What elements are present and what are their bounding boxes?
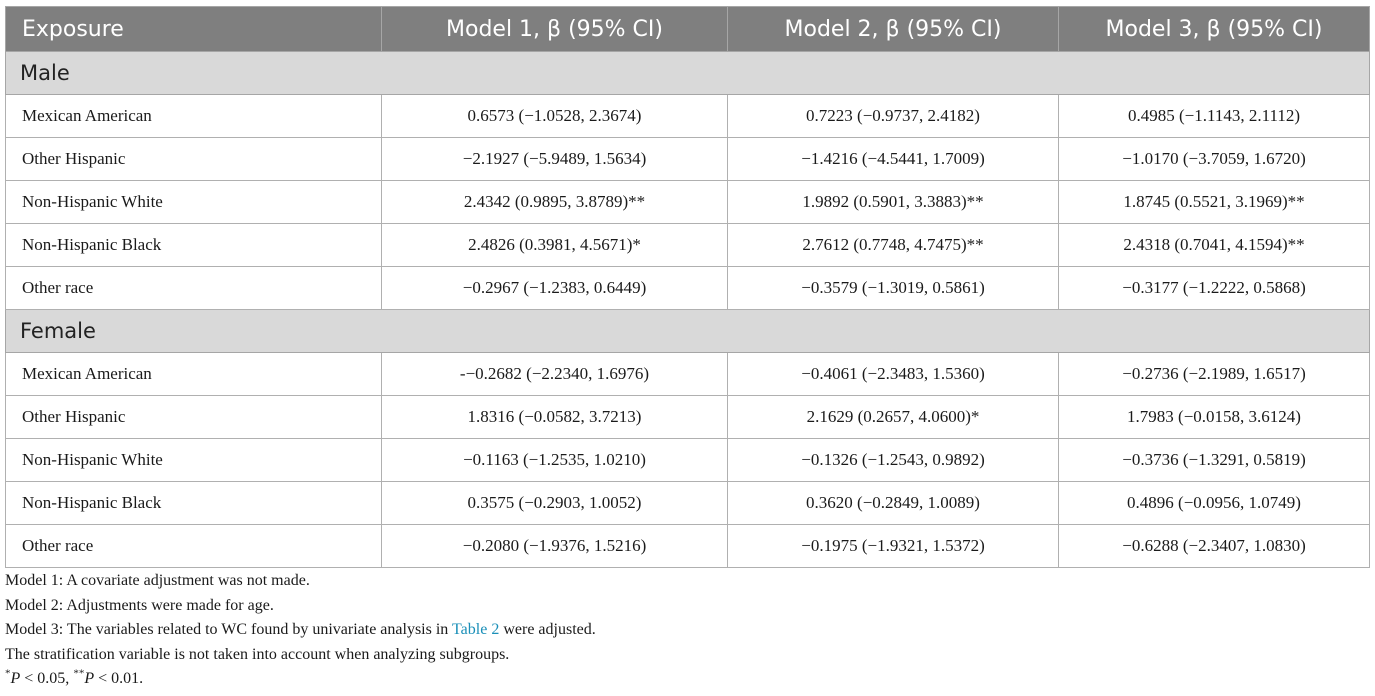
group-label: Male xyxy=(5,51,1370,95)
footnote-model-3: Model 3: The variables related to WC fou… xyxy=(5,618,1365,643)
header-model-3: Model 3, β (95% CI) xyxy=(1058,6,1370,52)
table-row: Non-Hispanic White −0.1163 (−1.2535, 1.02… xyxy=(5,438,1370,482)
cell-exposure: Non-Hispanic White xyxy=(5,180,382,224)
cell-model-3: −0.3177 (−1.2222, 0.5868) xyxy=(1058,266,1370,310)
cell-model-1: −2.1927 (−5.9489, 1.5634) xyxy=(381,137,728,181)
cell-model-2: 2.1629 (0.2657, 4.0600)* xyxy=(727,395,1059,439)
group-row-female: Female xyxy=(5,309,1370,353)
cell-exposure: Other Hispanic xyxy=(5,137,382,181)
cell-model-2: 1.9892 (0.5901, 3.3883)** xyxy=(727,180,1059,224)
sig-marker-double: ** xyxy=(73,668,85,681)
cell-model-1: 1.8316 (−0.0582, 3.7213) xyxy=(381,395,728,439)
table-row: Non-Hispanic Black 0.3575 (−0.2903, 1.005… xyxy=(5,481,1370,525)
sig-threshold-1: < 0.05, xyxy=(20,670,74,688)
table-2-link[interactable]: Table 2 xyxy=(452,621,500,639)
cell-model-3: 0.4985 (−1.1143, 2.1112) xyxy=(1058,94,1370,138)
cell-model-3: −1.0170 (−3.7059, 1.6720) xyxy=(1058,137,1370,181)
footnote-significance: *P < 0.05, **P < 0.01. xyxy=(5,667,1365,692)
cell-model-2: −0.1326 (−1.2543, 0.9892) xyxy=(727,438,1059,482)
table-row: Other Hispanic 1.8316 (−0.0582, 3.7213) 2.… xyxy=(5,395,1370,439)
table-row: Other race −0.2080 (−1.9376, 1.5216) −0.19… xyxy=(5,524,1370,568)
cell-model-1: 0.3575 (−0.2903, 1.0052) xyxy=(381,481,728,525)
sig-p-1: P xyxy=(10,670,21,688)
cell-model-2: −0.1975 (−1.9321, 1.5372) xyxy=(727,524,1059,568)
results-table: Exposure Model 1, β (95% CI) Model 2, β … xyxy=(5,6,1370,568)
cell-model-2: −0.4061 (−2.3483, 1.5360) xyxy=(727,352,1059,396)
cell-model-2: 2.7612 (0.7748, 4.7475)** xyxy=(727,223,1059,267)
header-model-2: Model 2, β (95% CI) xyxy=(727,6,1059,52)
cell-exposure: Non-Hispanic White xyxy=(5,438,382,482)
cell-exposure: Mexican American xyxy=(5,94,382,138)
table-row: Other Hispanic −2.1927 (−5.9489, 1.5634) −… xyxy=(5,137,1370,181)
table-row: Non-Hispanic White 2.4342 (0.9895, 3.8789… xyxy=(5,180,1370,224)
sig-threshold-2: < 0.01. xyxy=(94,670,144,688)
group-label: Female xyxy=(5,309,1370,353)
footnote-model-2: Model 2: Adjustments were made for age. xyxy=(5,596,274,614)
cell-model-1: −0.1163 (−1.2535, 1.0210) xyxy=(381,438,728,482)
cell-model-1: 2.4342 (0.9895, 3.8789)** xyxy=(381,180,728,224)
cell-model-1: -−0.2682 (−2.2340, 1.6976) xyxy=(381,352,728,396)
cell-exposure: Non-Hispanic Black xyxy=(5,481,382,525)
results-table-container: Exposure Model 1, β (95% CI) Model 2, β … xyxy=(5,6,1370,568)
header-model-1: Model 1, β (95% CI) xyxy=(381,6,728,52)
sig-p-2: P xyxy=(84,670,95,688)
footnote-stratification: The stratification variable is not taken… xyxy=(5,645,510,663)
header-exposure: Exposure xyxy=(5,6,382,52)
cell-exposure: Other race xyxy=(5,524,382,568)
cell-model-3: −0.3736 (−1.3291, 0.5819) xyxy=(1058,438,1370,482)
cell-model-1: −0.2967 (−1.2383, 0.6449) xyxy=(381,266,728,310)
cell-model-3: 1.7983 (−0.0158, 3.6124) xyxy=(1058,395,1370,439)
cell-exposure: Other race xyxy=(5,266,382,310)
footnote-model-3-tail: were adjusted. xyxy=(499,621,596,639)
sig-marker-single: * xyxy=(5,668,11,681)
cell-model-3: −0.2736 (−2.1989, 1.6517) xyxy=(1058,352,1370,396)
table-row: Non-Hispanic Black 2.4826 (0.3981, 4.5671… xyxy=(5,223,1370,267)
cell-exposure: Other Hispanic xyxy=(5,395,382,439)
cell-model-2: 0.7223 (−0.9737, 2.4182) xyxy=(727,94,1059,138)
cell-model-3: 1.8745 (0.5521, 3.1969)** xyxy=(1058,180,1370,224)
table-row: Mexican American 0.6573 (−1.0528, 2.3674)… xyxy=(5,94,1370,138)
header-row: Exposure Model 1, β (95% CI) Model 2, β … xyxy=(5,6,1370,52)
cell-model-3: 0.4896 (−0.0956, 1.0749) xyxy=(1058,481,1370,525)
cell-exposure: Non-Hispanic Black xyxy=(5,223,382,267)
cell-model-1: −0.2080 (−1.9376, 1.5216) xyxy=(381,524,728,568)
cell-model-1: 2.4826 (0.3981, 4.5671)* xyxy=(381,223,728,267)
table-row: Other race −0.2967 (−1.2383, 0.6449) −0.35… xyxy=(5,266,1370,310)
cell-exposure: Mexican American xyxy=(5,352,382,396)
table-body: Male Mexican American 0.6573 (−1.0528, 2.3… xyxy=(5,51,1370,568)
table-header: Exposure Model 1, β (95% CI) Model 2, β … xyxy=(5,6,1370,52)
cell-model-1: 0.6573 (−1.0528, 2.3674) xyxy=(381,94,728,138)
footnote-model-1: Model 1: A covariate adjustment was not … xyxy=(5,572,310,589)
table-footnotes: Model 1: A covariate adjustment was not … xyxy=(5,569,1365,692)
cell-model-2: 0.3620 (−0.2849, 1.0089) xyxy=(727,481,1059,525)
footnote-model-3-text: Model 3: The variables related to WC fou… xyxy=(5,621,453,639)
cell-model-2: −1.4216 (−4.5441, 1.7009) xyxy=(727,137,1059,181)
cell-model-3: −0.6288 (−2.3407, 1.0830) xyxy=(1058,524,1370,568)
table-row: Mexican American -−0.2682 (−2.2340, 1.697… xyxy=(5,352,1370,396)
group-row-male: Male xyxy=(5,51,1370,95)
cell-model-2: −0.3579 (−1.3019, 0.5861) xyxy=(727,266,1059,310)
cell-model-3: 2.4318 (0.7041, 4.1594)** xyxy=(1058,223,1370,267)
